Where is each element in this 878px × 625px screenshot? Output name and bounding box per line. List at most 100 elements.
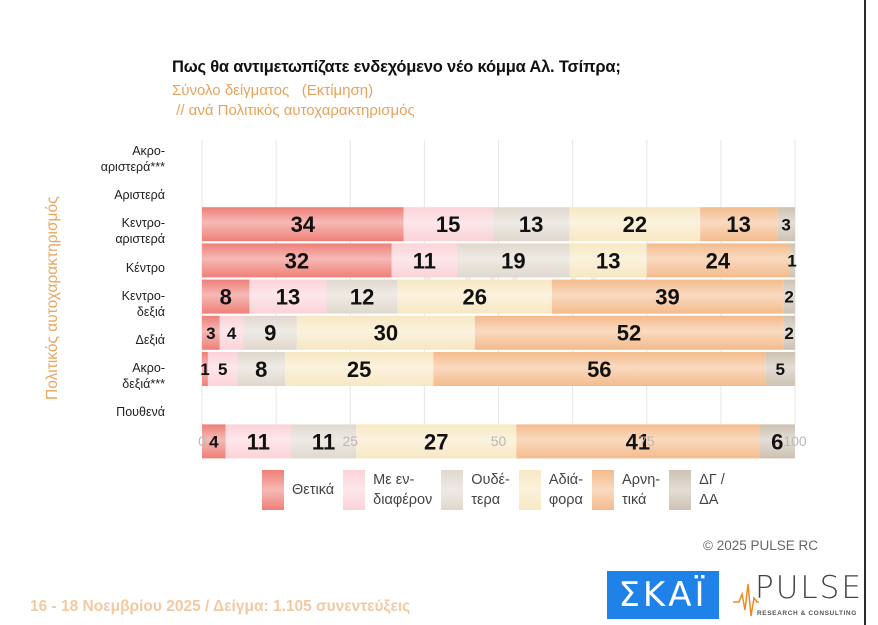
bar-segment [296,315,475,350]
bar-segment [202,424,226,459]
data-label: 27 [424,429,448,454]
legend-swatch [441,470,464,510]
data-label: 2 [784,324,793,343]
category-label: Ακρο- δεξιά*** [122,361,165,392]
data-label: 22 [623,212,647,237]
data-label: 26 [463,285,487,310]
bar-segment [225,424,291,459]
data-label: 11 [312,429,335,454]
data-label: 6 [771,429,783,454]
bar-segment [356,424,517,459]
bars [202,207,795,459]
data-labels: 34 15 13 22 13 332 11 19 13 24 18 13 12 26 39 23 4 9 30 52 2… [200,212,797,454]
bar-segment [569,243,647,278]
bar-segment [285,352,434,386]
data-label: 30 [374,321,398,346]
bar-segment [397,279,552,314]
data-label: 3 [206,324,215,343]
legend-item: Αρνη- τικά [592,470,660,510]
data-label: 13 [519,212,543,237]
legend-item: Ουδέ- τερα [441,470,510,510]
data-label: 2 [784,288,793,307]
survey-date-sample: 16 - 18 Νοεμβρίου 2025 / Δείγμα: 1.105 σ… [30,598,411,615]
bar-segment [219,315,244,350]
legend-swatch [592,470,615,510]
legend-item: Θετικά [262,470,334,510]
data-label: 12 [350,285,374,310]
legend-label: Αρνη- τικά [622,472,661,508]
bar-segment [759,424,795,459]
legend-item: Αδιά- φορα [518,470,584,510]
data-label: 5 [775,360,784,379]
data-label: 56 [587,357,611,382]
category-label: Πουθενά [116,405,165,420]
pulse-logo: PULSE RESEARCH & CONSULTING [733,570,861,622]
bar-segment [391,243,457,278]
legend: Θετικά Με εν- διαφέρον Ουδέ- τερα Αδιά- φορ… [262,470,734,510]
bar-segment [646,243,790,278]
data-label: 11 [247,429,270,454]
bar-segment [202,315,220,350]
data-label: 5 [218,360,227,379]
bar-segment [456,243,570,278]
bar-segment [207,352,238,386]
skai-logo-text: ΣΚΑΪ [618,575,708,615]
x-tick-label: 75 [639,433,655,449]
bar-segment [202,352,208,386]
data-label: 9 [264,321,276,346]
bar-segment [474,315,784,350]
data-label: 13 [276,285,300,310]
data-label: 34 [291,212,316,237]
chart-subtitle: Σύνολο δείγματος (Εκτίμηση) [172,82,374,99]
bar-segment [202,243,392,278]
legend-label: Ουδέ- τερα [471,472,510,508]
bar-segment [516,424,760,459]
bar-segment [403,207,493,242]
category-label: Αριστερά [114,188,165,203]
x-tick-label: 0 [198,433,206,449]
legend-swatch [262,470,284,510]
bar-segment [290,424,357,459]
legend-label: Αδιά- φορα [548,472,584,508]
bar-segment [326,279,398,314]
bar-segment [249,279,327,314]
data-label: 4 [209,433,219,452]
skai-logo: ΣΚΑΪ [607,571,719,619]
category-label: Δεξιά [135,333,165,347]
pulse-logo-text: PULSE [755,570,863,606]
data-label: 24 [706,248,731,273]
bar-segment [765,352,795,386]
legend-item: Με εν- διαφέρον [343,470,432,510]
frame-border [864,0,866,625]
data-label: 1 [787,252,796,271]
data-label: 39 [655,285,679,310]
data-label: 15 [436,212,460,237]
chart-title: Πως θα αντιμετωπίζατε ενδεχόμενο νέο κόμ… [172,58,621,76]
legend-label: Με εν- διαφέρον [373,472,433,508]
bar-segment [777,207,795,242]
bar-segment [243,315,297,350]
x-axis-ticks: 0 25 50 75 100 [198,433,807,449]
data-label: 3 [781,215,790,234]
bar-segment [433,352,766,386]
x-tick-label: 50 [491,433,507,449]
category-label: Κεντρο- δεξιά [121,288,165,319]
bar-segment [783,315,795,350]
category-label: Κέντρο [125,260,165,275]
data-label: 13 [726,212,750,237]
bar-segment [237,352,286,386]
data-label: 41 [626,429,650,454]
legend-label: ΔΓ / ΔΑ [699,472,725,508]
data-label: 8 [220,285,232,310]
chart-subtitle-breakdown: // ανά Πολιτικός αυτοχαρακτηρισμός [172,102,415,119]
legend-label: Θετικά [292,482,335,498]
data-label: 25 [347,357,371,382]
data-label: 13 [596,248,620,273]
legend-item: ΔΓ / ΔΑ [669,470,725,510]
bar-segment [700,207,778,242]
bar-segment [783,279,795,314]
data-label: 32 [285,248,309,273]
pulse-logo-subtitle: RESEARCH & CONSULTING [757,610,857,617]
bar-segment [551,279,784,314]
data-label: 4 [227,324,237,343]
